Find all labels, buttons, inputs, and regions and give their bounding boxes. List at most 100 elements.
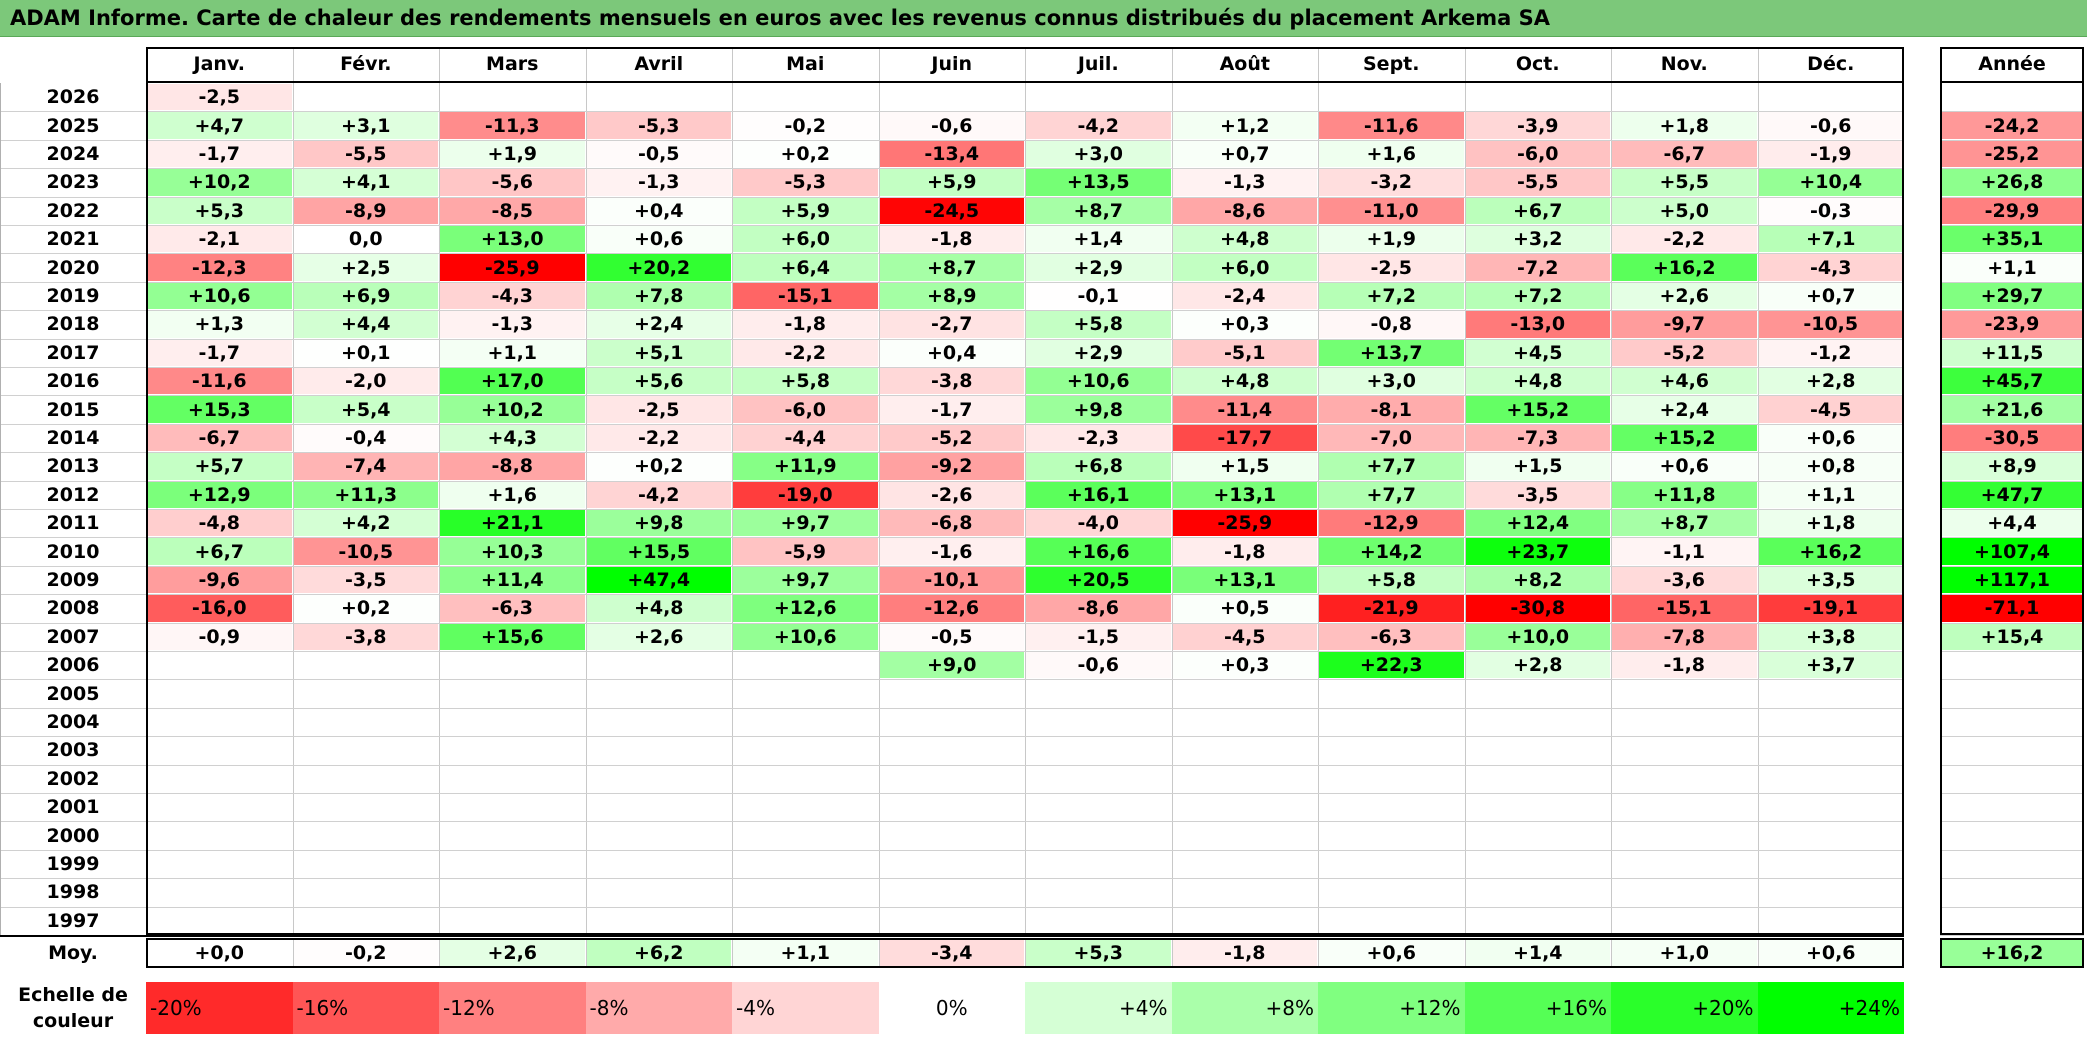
heatmap-cell: +10,6 (733, 623, 878, 650)
heatmap-cell: -11,4 (1172, 396, 1317, 423)
heatmap-cell: +1,8 (1612, 112, 1757, 139)
heatmap-cell (147, 908, 292, 934)
color-scale-step: +20% (1611, 982, 1758, 1034)
heatmap-cell: -4,0 (1026, 510, 1171, 537)
heatmap-cell: -7,2 (1465, 254, 1610, 281)
heatmap-cell: -10,5 (1758, 311, 1903, 338)
heatmap-cell (733, 879, 878, 905)
average-cell: +5,3 (1026, 939, 1171, 967)
annual-cell: +15,4 (1941, 623, 2083, 650)
column-divider (878, 47, 880, 935)
heatmap-cell: -10,5 (293, 538, 438, 565)
heatmap-cell: +5,9 (879, 169, 1024, 196)
heatmap-cell (1319, 709, 1464, 735)
row-divider (0, 821, 1904, 823)
annual-cell: +26,8 (1941, 169, 2083, 196)
color-scale-step: +4% (1025, 982, 1172, 1034)
heatmap-cell (880, 680, 1025, 706)
heatmap-cell: -12,9 (1319, 510, 1464, 537)
column-divider (1025, 938, 1026, 968)
heatmap-cell: +3,2 (1465, 226, 1610, 253)
heatmap-cell: +0,1 (293, 339, 438, 366)
year-label: 2023 (46, 171, 100, 194)
heatmap-cell: +12,4 (1465, 510, 1610, 537)
heatmap-cell (1173, 737, 1318, 763)
heatmap-cell (1759, 851, 1904, 877)
annual-cell: -30,5 (1941, 424, 2083, 452)
heatmap-cell (1612, 709, 1757, 735)
heatmap-cell (1026, 680, 1171, 706)
heatmap-cell (1759, 879, 1904, 905)
heatmap-cell: +9,8 (586, 510, 731, 537)
heatmap-cell: -3,5 (293, 566, 438, 594)
heatmap-cell: +6,4 (733, 254, 878, 281)
heatmap-cell: -3,6 (1612, 566, 1757, 594)
heatmap-cell (1026, 794, 1171, 820)
heatmap-cell: +4,5 (1465, 339, 1610, 366)
average-cell: +1,0 (1612, 939, 1757, 967)
heatmap-cell: -0,5 (879, 623, 1024, 650)
year-label: 2020 (46, 256, 100, 279)
heatmap-cell (1173, 680, 1318, 706)
heatmap-cell: +8,7 (1612, 510, 1757, 537)
heatmap-cell: +2,8 (1758, 368, 1903, 395)
heatmap-cell: -2,2 (733, 339, 878, 366)
heatmap-cell: -1,8 (733, 311, 878, 338)
heatmap-cell: +6,7 (1465, 197, 1610, 224)
row-divider (1940, 906, 2084, 908)
heatmap-cell: +11,4 (440, 566, 585, 594)
color-scale-step: +12% (1318, 982, 1465, 1034)
heatmap-cell: +0,4 (879, 339, 1024, 366)
heatmap-cell: -8,9 (293, 197, 438, 224)
heatmap-cell: +10,0 (1465, 623, 1610, 650)
column-divider (878, 938, 880, 968)
heatmap-cell: -5,1 (1172, 339, 1317, 366)
heatmap-cell: +1,6 (440, 481, 585, 508)
annual-cell: +8,9 (1941, 453, 2083, 480)
month-header: Mai (786, 53, 825, 75)
heatmap-cell: +5,0 (1612, 197, 1757, 224)
year-label: 2015 (46, 398, 100, 421)
average-annual-cell: +16,2 (1941, 939, 2083, 967)
heatmap-cell (587, 680, 732, 706)
heatmap-cell (880, 84, 1025, 110)
heatmap-cell: -21,9 (1319, 595, 1464, 622)
heatmap-cell: +7,2 (1465, 282, 1610, 310)
row-divider (0, 594, 1904, 596)
heatmap-cell: +16,2 (1758, 538, 1903, 565)
heatmap-cell (1759, 794, 1904, 820)
column-divider (1171, 938, 1173, 968)
heatmap-cell: +8,9 (879, 282, 1024, 310)
heatmap-cell: +1,9 (1319, 226, 1464, 253)
heatmap-cell (1466, 84, 1611, 110)
heatmap-cell: +0,6 (1758, 424, 1903, 452)
heatmap-cell: -1,7 (147, 140, 292, 168)
heatmap-cell (1319, 822, 1464, 848)
row-divider (1940, 594, 2084, 596)
heatmap-cell (733, 680, 878, 706)
heatmap-cell (440, 851, 585, 877)
heatmap-cell (1759, 680, 1904, 706)
heatmap-cell: -5,3 (586, 112, 731, 139)
year-label: 2018 (46, 313, 100, 336)
heatmap-cell: -1,9 (1758, 140, 1903, 168)
annual-cell: +1,1 (1941, 254, 2083, 281)
heatmap-cell: -7,3 (1465, 424, 1610, 452)
year-label: 2014 (46, 426, 100, 449)
heatmap-cell (440, 652, 585, 678)
heatmap-cell (733, 737, 878, 763)
heatmap-cell: +10,6 (147, 282, 292, 310)
column-divider (292, 47, 294, 935)
heatmap-cell: +15,3 (147, 396, 292, 423)
row-divider (0, 793, 1904, 794)
heatmap-cell: +4,8 (586, 595, 731, 622)
heatmap-cell (587, 822, 732, 848)
annual-cell: -23,9 (1941, 311, 2083, 338)
average-cell: +1,1 (733, 939, 878, 967)
heatmap-cell (733, 851, 878, 877)
heatmap-cell: -15,1 (733, 282, 878, 310)
heatmap-cell: +20,5 (1026, 566, 1171, 594)
heatmap-cell (1466, 822, 1611, 848)
heatmap-cell (1612, 822, 1757, 848)
row-divider (1940, 111, 2084, 113)
